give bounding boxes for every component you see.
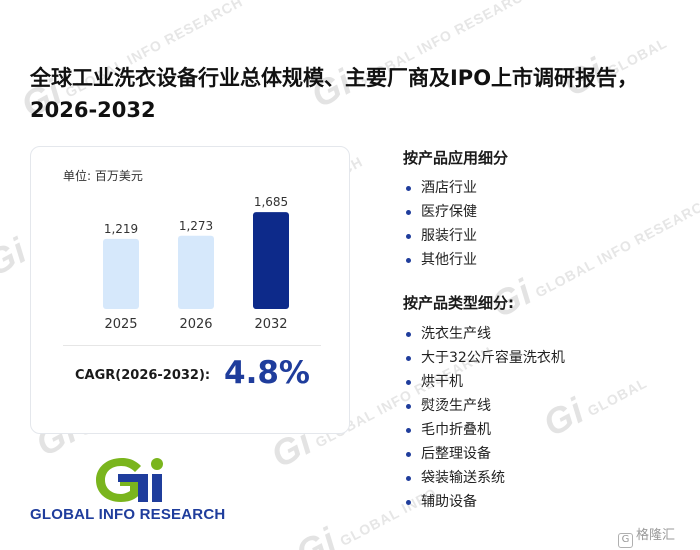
logo-text: GLOBAL INFO RESEARCH [30, 506, 226, 523]
cagr-label: CAGR(2026-2032): [75, 368, 211, 383]
category-label-2025: 2025 [104, 317, 137, 332]
list-item: 熨烫生产线 [405, 394, 565, 418]
list-item: 酒店行业 [405, 176, 477, 200]
bar-2032 [253, 212, 289, 309]
list-item: 大于32公斤容量洗衣机 [405, 346, 565, 370]
bar-2025 [103, 238, 139, 309]
gelonghui-icon: G [618, 533, 633, 548]
type-list: 洗衣生产线 大于32公斤容量洗衣机 烘干机 熨烫生产线 毛巾折叠机 后整理设备 … [405, 322, 565, 514]
value-label-2025: 1,219 [104, 222, 138, 236]
divider [63, 345, 321, 346]
category-label-2026: 2026 [179, 317, 212, 332]
unit-label: 单位: 百万美元 [63, 169, 143, 183]
application-list: 酒店行业 医疗保健 服装行业 其他行业 [405, 176, 477, 272]
watermark: GiGLOBAL INFO RESEARCH [484, 193, 700, 326]
source-corner: G 格隆汇 [618, 524, 675, 548]
gi-logo-icon [96, 458, 163, 502]
gir-logo: GLOBAL INFO RESEARCH [30, 452, 230, 524]
list-item: 医疗保健 [405, 200, 477, 224]
cagr-value: 4.8% [224, 355, 310, 391]
bar-2026 [178, 235, 214, 309]
page-title: 全球工业洗衣设备行业总体规模、主要厂商及IPO上市调研报告，2026-2032 [30, 66, 639, 122]
category-label-2032: 2032 [254, 317, 287, 332]
list-item: 袋装输送系统 [405, 466, 565, 490]
list-item: 洗衣生产线 [405, 322, 565, 346]
value-label-2026: 1,273 [179, 219, 213, 233]
list-item: 服装行业 [405, 224, 477, 248]
list-item: 辅助设备 [405, 490, 565, 514]
list-item: 毛巾折叠机 [405, 418, 565, 442]
value-label-2032: 1,685 [254, 195, 288, 209]
corner-label: 格隆汇 [636, 528, 676, 543]
bar-chart: 1,219 2025 1,273 2026 1,685 2032 [103, 195, 289, 332]
list-item: 其他行业 [405, 248, 477, 272]
list-item: 烘干机 [405, 370, 565, 394]
list-item: 后整理设备 [405, 442, 565, 466]
application-heading: 按产品应用细分 [403, 149, 509, 167]
market-size-card: 单位: 百万美元 1,219 2025 1,273 2026 1,685 2032 CAG… [30, 146, 350, 434]
type-heading: 按产品类型细分: [403, 294, 514, 312]
